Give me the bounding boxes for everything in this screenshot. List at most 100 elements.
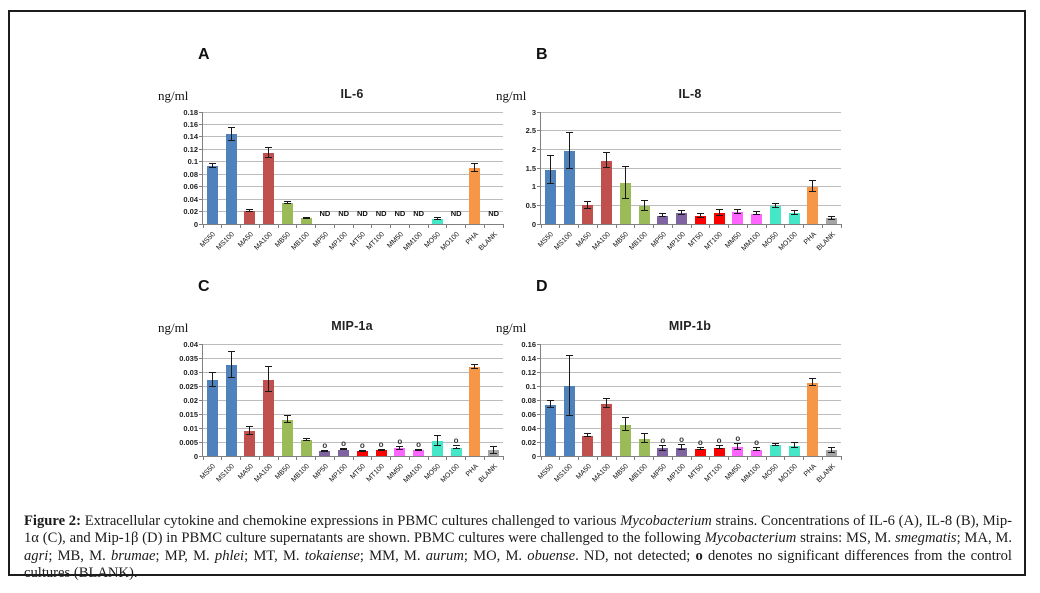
y-axis-unit-label: ng/ml bbox=[496, 88, 527, 103]
y-tick-mark bbox=[537, 111, 541, 113]
gridline bbox=[203, 111, 503, 113]
y-tick-mark bbox=[199, 455, 203, 457]
bar-MM50 bbox=[732, 212, 744, 224]
error-cap-top bbox=[584, 200, 592, 202]
error-cap-bottom bbox=[208, 167, 216, 168]
x-tick-mark bbox=[427, 456, 429, 460]
bar-MS100 bbox=[225, 134, 237, 224]
bar-MB50 bbox=[619, 424, 631, 456]
y-tick-mark bbox=[537, 413, 541, 415]
x-tick-mark bbox=[578, 456, 579, 460]
error-bar-MA100 bbox=[268, 148, 270, 159]
bar-MO100 bbox=[788, 212, 800, 224]
bar-MM100 bbox=[751, 449, 763, 456]
bar-MP100 bbox=[676, 212, 688, 224]
sig-marker-MM50: o bbox=[397, 437, 403, 447]
bar-MA100 bbox=[601, 160, 613, 224]
y-tick-mark bbox=[537, 455, 541, 457]
error-cap-top bbox=[302, 438, 310, 440]
error-cap-top bbox=[471, 162, 479, 164]
x-tick-mark bbox=[559, 456, 561, 460]
bar-MB100 bbox=[300, 440, 312, 456]
y-tick-mark bbox=[199, 223, 203, 225]
y-tick-mark bbox=[199, 211, 203, 213]
error-cap-top bbox=[358, 449, 366, 451]
bar-PHA bbox=[469, 168, 481, 224]
error-bar-MT100 bbox=[718, 209, 720, 216]
error-cap-bottom bbox=[659, 216, 667, 218]
x-tick-mark bbox=[371, 456, 373, 460]
error-bar-MS50 bbox=[211, 373, 213, 388]
bar-MM50 bbox=[732, 446, 744, 456]
bar-MM50 bbox=[394, 448, 406, 456]
bar-MB50 bbox=[281, 202, 293, 224]
error-bar-MA50 bbox=[249, 209, 251, 213]
error-cap-bottom bbox=[659, 450, 667, 452]
sig-marker-MT50: o bbox=[697, 437, 703, 447]
error-bar-PHA bbox=[474, 163, 476, 173]
y-axis-unit-label: ng/ml bbox=[496, 320, 527, 335]
x-tick-mark bbox=[446, 456, 448, 460]
sig-marker-MP100: o bbox=[341, 438, 347, 448]
bar-MS50 bbox=[206, 380, 218, 456]
error-cap-bottom bbox=[358, 450, 366, 452]
caption-segment: Mycobacterium bbox=[704, 530, 797, 547]
error-cap-top bbox=[659, 213, 667, 215]
sig-marker-MM50: o bbox=[735, 434, 741, 444]
caption-segment: phlei bbox=[214, 547, 245, 564]
y-tick-label: 0.025 bbox=[179, 381, 198, 391]
y-tick-mark bbox=[537, 399, 541, 401]
error-cap-bottom bbox=[621, 429, 629, 431]
y-tick-mark bbox=[199, 186, 203, 188]
error-cap-bottom bbox=[433, 444, 441, 446]
bar-MA50 bbox=[582, 205, 594, 224]
y-tick-label: 0.02 bbox=[183, 395, 198, 405]
error-cap-bottom bbox=[302, 439, 310, 441]
error-bar-MO50 bbox=[774, 204, 776, 208]
error-cap-top bbox=[321, 449, 329, 451]
error-cap-top bbox=[621, 165, 629, 167]
sig-marker-MP50: o bbox=[660, 435, 666, 445]
error-cap-top bbox=[208, 163, 216, 165]
gridline bbox=[541, 371, 841, 373]
x-tick-mark bbox=[240, 456, 241, 460]
gridline bbox=[203, 173, 503, 175]
x-tick-mark bbox=[803, 224, 804, 228]
x-tick-mark bbox=[709, 224, 711, 228]
bar-MB50 bbox=[281, 419, 293, 456]
plot-area-C: 0 0.005 0.01 0.015 0.02 0.025 0.03 0.035 0.04 MS5… bbox=[179, 340, 504, 484]
bar-PHA bbox=[469, 366, 481, 456]
error-cap-bottom bbox=[809, 385, 817, 386]
gridline bbox=[203, 413, 503, 415]
error-cap-top bbox=[659, 444, 667, 446]
error-cap-top bbox=[415, 448, 423, 450]
gridline bbox=[541, 148, 841, 150]
nd-label-MO100: ND bbox=[450, 209, 462, 218]
error-cap-bottom bbox=[715, 448, 723, 449]
y-tick-mark bbox=[199, 148, 203, 150]
error-cap-bottom bbox=[227, 376, 235, 378]
bar-MP50 bbox=[657, 215, 669, 224]
bar-MA50 bbox=[244, 210, 256, 224]
bar-MO50 bbox=[769, 206, 781, 224]
error-bar-MS100 bbox=[230, 352, 232, 378]
y-tick-label: 0 bbox=[531, 451, 536, 461]
y-tick-label: 0.02 bbox=[521, 437, 536, 447]
nd-label-MP50: ND bbox=[319, 209, 331, 218]
x-tick-mark bbox=[634, 456, 636, 460]
error-cap-bottom bbox=[753, 450, 761, 452]
y-tick-mark bbox=[199, 427, 203, 429]
error-bar-MT100 bbox=[718, 446, 720, 449]
x-tick-mark bbox=[352, 456, 354, 460]
y-tick-label: 0.08 bbox=[521, 395, 536, 405]
panel-letter-A: A bbox=[198, 46, 210, 63]
error-cap-top bbox=[696, 446, 704, 448]
error-cap-top bbox=[809, 180, 817, 182]
error-bar-MP100 bbox=[681, 210, 683, 215]
x-tick-mark bbox=[408, 456, 410, 460]
gridline bbox=[203, 427, 503, 429]
nd-label-MT100: ND bbox=[375, 209, 387, 218]
